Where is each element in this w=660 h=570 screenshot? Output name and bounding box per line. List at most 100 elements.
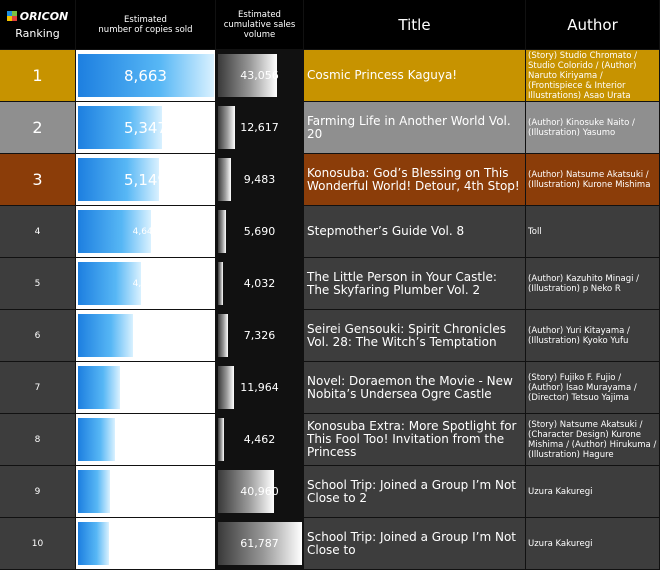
copies-value: 3,516 (132, 330, 159, 341)
copies-bar (78, 522, 109, 565)
volume-cell: 61,787 (216, 518, 304, 570)
ranking-label: Ranking (15, 26, 60, 40)
volume-value: 40,960 (240, 485, 279, 498)
volume-value: 4,032 (243, 277, 276, 290)
volume-value: 12,617 (240, 121, 279, 134)
title-cell: The Little Person in Your Castle: The Sk… (304, 258, 526, 310)
volume-bar (218, 54, 277, 97)
volume-cell: 4,032 (216, 258, 304, 310)
logo-square-yellow (6, 16, 12, 21)
title-cell: Cosmic Princess Kaguya! (304, 50, 526, 102)
copies-header-line2: number of copies sold (98, 24, 193, 35)
volume-header-line3: volume (243, 29, 276, 40)
volume-value: 5,690 (243, 225, 276, 238)
copies-bar (78, 314, 134, 357)
title-cell: School Trip: Joined a Group I’m Not Clos… (304, 518, 526, 570)
title-cell: Seirei Gensouki: Spirit Chronicles Vol. … (304, 310, 526, 362)
volume-cell: 43,056 (216, 50, 304, 102)
title-cell: School Trip: Joined a Group I’m Not Clos… (304, 466, 526, 518)
copies-cell: 8,663 (76, 50, 216, 102)
volume-bar (218, 366, 235, 409)
rank-cell: 10 (0, 518, 76, 570)
copies-bar (78, 106, 162, 149)
copies-value: 4,032 (132, 278, 159, 289)
volume-bar (218, 470, 274, 513)
author-cell: (Author) Natsume Akatsuki / (Illustratio… (526, 154, 660, 206)
title-cell: Stepmother’s Guide Vol. 8 (304, 206, 526, 258)
copies-header: Estimated number of copies sold (76, 0, 216, 50)
volume-value: 11,964 (240, 381, 279, 394)
copies-cell: 5,347 (76, 102, 216, 154)
author-cell: (Author) Kinosuke Naito / (Illustration)… (526, 102, 660, 154)
copies-bar (78, 158, 159, 201)
copies-cell: 2,690 (76, 362, 216, 414)
volume-cell: 12,617 (216, 102, 304, 154)
ranking-header: ORICON Ranking (0, 0, 76, 50)
rank-cell: 4 (0, 206, 76, 258)
copies-bar (78, 210, 151, 253)
author-cell: (Story) Natsume Akatsuki / (Character De… (526, 414, 660, 466)
copies-cell: 4,032 (76, 258, 216, 310)
logo-square-green (11, 11, 17, 16)
volume-bar (218, 314, 228, 357)
rank-cell: 2 (0, 102, 76, 154)
volume-cell: 40,960 (216, 466, 304, 518)
volume-cell: 5,690 (216, 206, 304, 258)
volume-bar (218, 158, 231, 201)
volume-header-line2: cumulative sales (223, 19, 296, 30)
volume-bar (218, 418, 225, 461)
copies-cell: 4,642 (76, 206, 216, 258)
author-cell: (Story) Fujiko F. Fujio / (Author) Isao … (526, 362, 660, 414)
copies-cell: 2,039 (76, 466, 216, 518)
title-cell: Konosuba Extra: More Spotlight for This … (304, 414, 526, 466)
title-cell: Farming Life in Another World Vol. 20 (304, 102, 526, 154)
volume-value: 7,326 (243, 329, 276, 342)
copies-bar (78, 262, 142, 305)
author-cell: Uzura Kakuregi (526, 518, 660, 570)
title-cell: Novel: Doraemon the Movie - New Nobita’s… (304, 362, 526, 414)
author-cell: (Author) Yuri Kitayama / (Illustration) … (526, 310, 660, 362)
author-cell: (Author) Kazuhito Minagi / (Illustration… (526, 258, 660, 310)
rank-cell: 7 (0, 362, 76, 414)
volume-header: Estimated cumulative sales volume (216, 0, 304, 50)
author-header: Author (526, 0, 660, 50)
copies-bar (78, 418, 115, 461)
volume-cell: 9,483 (216, 154, 304, 206)
copies-value: 4,642 (132, 226, 159, 237)
logo-square-blue (6, 11, 12, 16)
author-cell: Uzura Kakuregi (526, 466, 660, 518)
copies-bar (78, 54, 214, 97)
copies-value: 5,347 (124, 118, 167, 137)
copies-cell: 3,516 (76, 310, 216, 362)
copies-value: 8,663 (124, 66, 167, 85)
author-cell: (Story) Studio Chromato / Studio Colorid… (526, 50, 660, 102)
copies-cell: 2,339 (76, 414, 216, 466)
copies-header-line1: Estimated (124, 14, 167, 25)
copies-value: 2,039 (132, 486, 159, 497)
copies-bar (78, 366, 121, 409)
copies-cell: 5,149 (76, 154, 216, 206)
rank-cell: 5 (0, 258, 76, 310)
volume-value: 4,462 (243, 433, 276, 446)
copies-bar (78, 470, 110, 513)
volume-bar (218, 106, 236, 149)
volume-bar (218, 210, 226, 253)
oricon-logo: ORICON (6, 9, 69, 23)
title-cell: Konosuba: God’s Blessing on This Wonderf… (304, 154, 526, 206)
volume-value: 9,483 (243, 173, 276, 186)
title-header: Title (304, 0, 526, 50)
copies-value: 5,149 (124, 170, 167, 189)
rank-cell: 3 (0, 154, 76, 206)
volume-cell: 7,326 (216, 310, 304, 362)
copies-value: 1,966 (132, 538, 159, 549)
copies-value: 2,690 (132, 382, 159, 393)
logo-text: ORICON (19, 9, 69, 23)
author-cell: Toll (526, 206, 660, 258)
volume-header-line1: Estimated (238, 9, 281, 20)
volume-cell: 4,462 (216, 414, 304, 466)
copies-value: 2,339 (132, 434, 159, 445)
rank-cell: 9 (0, 466, 76, 518)
volume-cell: 11,964 (216, 362, 304, 414)
volume-value: 61,787 (240, 537, 279, 550)
